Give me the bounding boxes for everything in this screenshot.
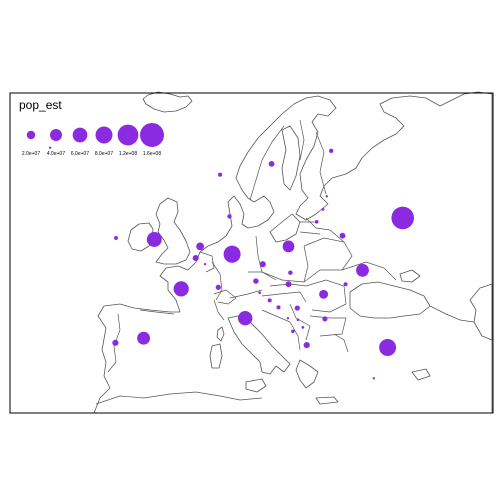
legend-label: 1.2e+08: [119, 151, 137, 157]
coastlines: [93, 91, 493, 414]
population-bubble: [137, 331, 151, 345]
border-sweden-norway: [249, 125, 285, 201]
population-bubble: [322, 316, 328, 322]
population-bubble: [146, 232, 162, 247]
population-bubble: [296, 318, 300, 321]
border-germany-austria: [229, 289, 263, 299]
population-bubble: [259, 261, 266, 268]
population-bubble: [294, 305, 300, 311]
population-bubble: [203, 263, 207, 266]
gulf-of-bothnia: [281, 125, 301, 191]
population-bubble: [321, 207, 325, 211]
population-bubble: [282, 240, 295, 253]
population-bubble: [339, 232, 346, 239]
border-ukraine: [303, 261, 397, 283]
population-bubble: [325, 195, 328, 198]
baltic-sea: [269, 213, 301, 243]
population-bubble: [314, 220, 319, 224]
caspian-sea: [469, 283, 493, 341]
greece-coast: [295, 359, 319, 389]
population-bubble: [173, 281, 189, 297]
landmass-sicily: [245, 378, 267, 393]
border-spain-portugal: [107, 313, 121, 373]
legend-bubble: [117, 124, 139, 146]
border-turkey-west: [333, 333, 349, 353]
population-bubble: [285, 281, 292, 288]
border-france-italy: [213, 299, 225, 321]
population-bubble: [319, 289, 329, 299]
population-bubble: [227, 214, 232, 219]
legend: pop_est 2.0e+07 4.0e+07 6.0e+07 8.0e+07 1.2e…: [19, 98, 164, 157]
border-switzerland: [213, 289, 237, 305]
population-bubble: [258, 291, 262, 295]
landmass-great-britain: [155, 197, 191, 265]
legend-label: 2.0e+07: [22, 151, 40, 157]
legend-label: 4.0e+07: [47, 151, 65, 157]
legend-bubble: [72, 127, 88, 143]
italy-adriatic-coast: [227, 315, 291, 375]
border-hungary: [261, 291, 307, 303]
legend-items: 2.0e+07 4.0e+07 6.0e+07 8.0e+07 1.2e+08 1.6e+…: [22, 123, 164, 157]
population-bubble: [288, 270, 293, 275]
population-bubble: [343, 282, 348, 287]
border-caucasus: [429, 305, 475, 323]
population-bubble: [291, 329, 295, 334]
population-bubble: [356, 263, 369, 277]
population-bubble: [303, 342, 310, 349]
population-bubble: [268, 161, 275, 167]
sea-of-azov: [399, 269, 421, 283]
legend-label: 8.0e+07: [95, 151, 113, 157]
landmass-iceland: [142, 91, 193, 113]
border-finland-russia: [315, 131, 327, 195]
landmass-continent: [93, 91, 493, 414]
legend-bubble: [26, 130, 36, 140]
black-sea: [349, 281, 431, 319]
population-bubble: [391, 206, 415, 230]
population-bubble: [215, 284, 221, 290]
border-germany-poland: [255, 235, 263, 273]
landmass-corsica: [216, 326, 225, 342]
population-bubble: [192, 254, 199, 262]
border-poland-east: [303, 245, 309, 283]
population-bubble: [48, 146, 52, 149]
legend-label: 1.6e+08: [143, 151, 161, 157]
legend-bubble: [140, 123, 164, 147]
border-balkans: [261, 309, 301, 351]
population-bubble: [276, 305, 281, 310]
landmass-crete: [315, 396, 339, 405]
population-bubble: [372, 377, 375, 380]
legend-label: 6.0e+07: [71, 151, 89, 157]
border-russia-baltic: [305, 217, 345, 243]
population-bubble: [267, 298, 272, 303]
population-bubble: [286, 317, 290, 320]
legend-bubble: [95, 126, 113, 144]
border-sweden-finland: [299, 119, 305, 161]
border-serbia: [289, 303, 311, 341]
population-bubble: [223, 245, 241, 263]
population-bubble: [237, 310, 253, 326]
border-romania: [305, 279, 347, 313]
landmass-sardinia: [209, 343, 223, 369]
population-bubble: [114, 236, 118, 240]
map-frame: [9, 92, 494, 414]
population-bubble: [218, 172, 223, 177]
border-poland-south: [261, 271, 305, 283]
border-benelux: [199, 251, 215, 273]
landmass-cyprus: [411, 368, 431, 381]
population-bubble: [253, 278, 259, 284]
population-bubble: [379, 339, 397, 356]
country-borders: [95, 119, 475, 405]
population-bubble: [112, 339, 119, 346]
legend-title: pop_est: [19, 98, 62, 112]
legend-bubble: [50, 129, 62, 141]
border-france-germany: [211, 261, 223, 301]
population-bubbles: [48, 146, 415, 380]
border-africa-coast: [95, 391, 263, 405]
population-bubble: [196, 242, 204, 251]
population-bubble: [329, 148, 334, 153]
population-bubble: [301, 326, 305, 329]
border-france-spain: [139, 309, 175, 315]
